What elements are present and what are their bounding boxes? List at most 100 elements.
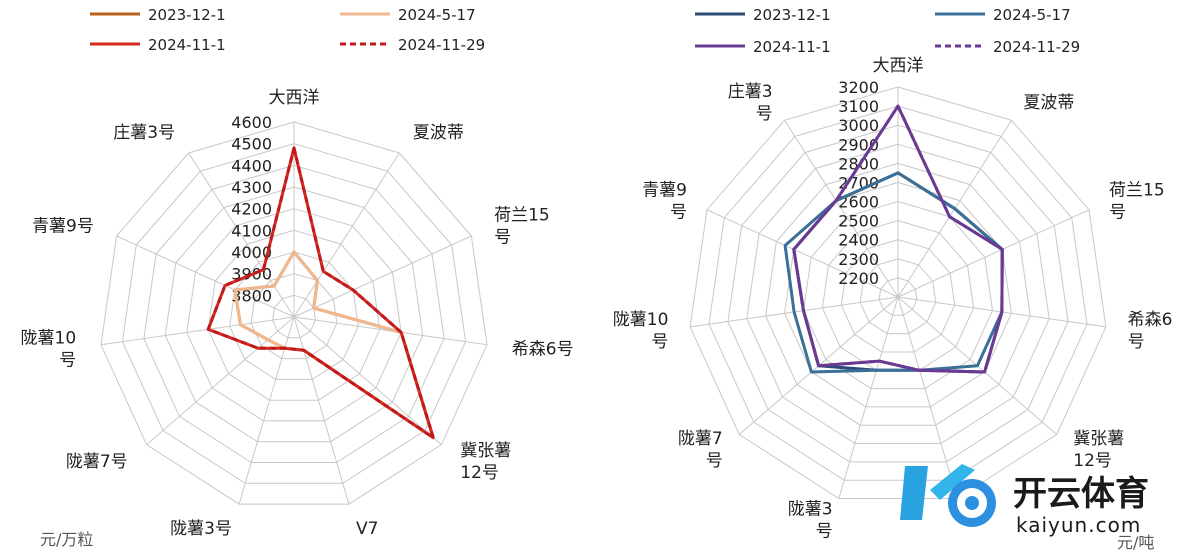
watermark-title: 开云体育 <box>1013 474 1149 514</box>
radar-grid <box>689 86 1107 499</box>
grid-spoke <box>100 316 295 346</box>
tick-label: 4000 <box>231 243 272 262</box>
grid-ring <box>765 162 1031 426</box>
grid-spoke <box>146 316 295 446</box>
grid-ring <box>746 143 1050 444</box>
category-label: 冀张薯 <box>460 441 511 461</box>
right-unit-label: 元/吨 <box>1117 533 1154 552</box>
category-label: 12号 <box>1073 451 1112 471</box>
left-radar-chart: 380039004000410042004300440045004600大西洋夏… <box>21 6 574 539</box>
category-label: 陇薯3 <box>788 500 833 520</box>
tick-label: 2600 <box>838 193 879 212</box>
tick-label: 4200 <box>231 200 272 219</box>
tick-label: 2500 <box>838 212 879 231</box>
category-label: 陇薯3号 <box>170 519 232 539</box>
category-label: 号 <box>756 104 773 124</box>
category-label: 号 <box>670 203 687 223</box>
legend-label: 2024-11-29 <box>398 36 485 54</box>
legend-label: 2024-5-17 <box>398 6 476 24</box>
legend-label: 2024-11-29 <box>993 38 1080 56</box>
grid-spoke <box>188 152 295 318</box>
category-label: 号 <box>59 350 76 370</box>
legend-label: 2024-5-17 <box>993 6 1071 24</box>
category-label: 希森6 <box>1128 310 1173 330</box>
legend-label: 2023-12-1 <box>753 6 831 24</box>
category-label: 夏波蒂 <box>1023 93 1074 113</box>
grid-ring <box>250 273 338 360</box>
watermark-logo: 开云体育 kaiyun.com <box>900 464 1149 537</box>
tick-label: 2200 <box>838 269 879 288</box>
grid-ring <box>840 239 956 353</box>
grid-ring <box>143 164 445 463</box>
category-label: 号 <box>706 451 723 471</box>
tick-label: 4600 <box>231 113 272 132</box>
category-label: 号 <box>1109 203 1126 223</box>
legend: 2023-12-1 2024-5-17 2024-11-1 2024-11-29 <box>90 6 485 54</box>
category-label: 青薯9号 <box>32 217 94 237</box>
category-label: 希森6号 <box>512 339 574 359</box>
tick-label: 2300 <box>838 250 879 269</box>
grid-ring <box>186 208 402 422</box>
grid-spoke <box>784 120 899 298</box>
grid-ring <box>229 251 359 380</box>
tick-label: 4300 <box>231 178 272 197</box>
grid-spoke <box>838 296 899 499</box>
tick-label: 3200 <box>838 78 879 97</box>
grid-spoke <box>293 152 400 318</box>
grid-spoke <box>293 235 472 318</box>
category-label: 青薯9 <box>642 181 687 201</box>
category-label: 大西洋 <box>873 56 924 76</box>
series-line-2024-5-17 <box>783 171 1004 374</box>
grid-spoke <box>706 209 899 298</box>
grid-ring <box>802 200 994 390</box>
grid-ring <box>727 124 1069 463</box>
legend-label: 2024-11-1 <box>148 36 226 54</box>
category-label: 号 <box>494 228 511 248</box>
grid-ring <box>708 105 1088 481</box>
category-label: V7 <box>356 519 378 539</box>
category-label: 庄薯3号 <box>113 123 175 143</box>
grid-ring <box>689 86 1107 499</box>
category-label: 12号 <box>460 463 499 483</box>
grid-ring <box>164 186 424 443</box>
left-unit-label: 元/万粒 <box>40 530 93 549</box>
grid-ring <box>878 277 918 316</box>
radar-grid <box>100 121 488 505</box>
tick-label: 2700 <box>838 174 879 193</box>
grid-ring <box>207 229 381 401</box>
watermark-subtitle: kaiyun.com <box>1016 513 1141 537</box>
category-label: 陇薯10 <box>21 328 77 348</box>
category-label: 冀张薯 <box>1073 429 1124 449</box>
category-label: 陇薯7 <box>678 429 723 449</box>
tick-label: 4100 <box>231 221 272 240</box>
right-radar-chart: 2200230024002500260027002800290030003100… <box>613 6 1173 542</box>
grid-spoke <box>293 316 350 505</box>
tick-label: 3800 <box>231 286 272 305</box>
category-label: 号 <box>816 522 833 542</box>
category-label: 庄薯3 <box>728 82 773 102</box>
category-label: 号 <box>651 332 668 352</box>
grid-spoke <box>897 209 1090 298</box>
grid-ring <box>272 294 316 339</box>
category-label: 大西洋 <box>269 88 320 108</box>
tick-label: 3000 <box>838 116 879 135</box>
legend-label: 2024-11-1 <box>753 38 831 56</box>
category-label: 荷兰15 <box>494 206 550 226</box>
series-line-2024-11-29 <box>792 104 1004 374</box>
tick-label: 4400 <box>231 156 272 175</box>
grid-ring <box>859 258 937 335</box>
legend-label: 2023-12-1 <box>148 6 226 24</box>
grid-ring <box>121 143 467 484</box>
grid-spoke <box>293 316 442 446</box>
category-label: 陇薯10 <box>613 310 669 330</box>
tick-label: 2400 <box>838 231 879 250</box>
legend: 2023-12-1 2024-5-17 2024-11-1 2024-11-29 <box>695 6 1080 56</box>
category-label: 陇薯7号 <box>66 452 128 472</box>
category-label: 夏波蒂 <box>413 123 464 143</box>
grid-ring <box>100 121 488 505</box>
series-line-2024-11-29 <box>206 146 435 440</box>
category-label: 号 <box>1128 332 1145 352</box>
tick-label: 4500 <box>231 135 272 154</box>
category-label: 荷兰15 <box>1109 181 1165 201</box>
